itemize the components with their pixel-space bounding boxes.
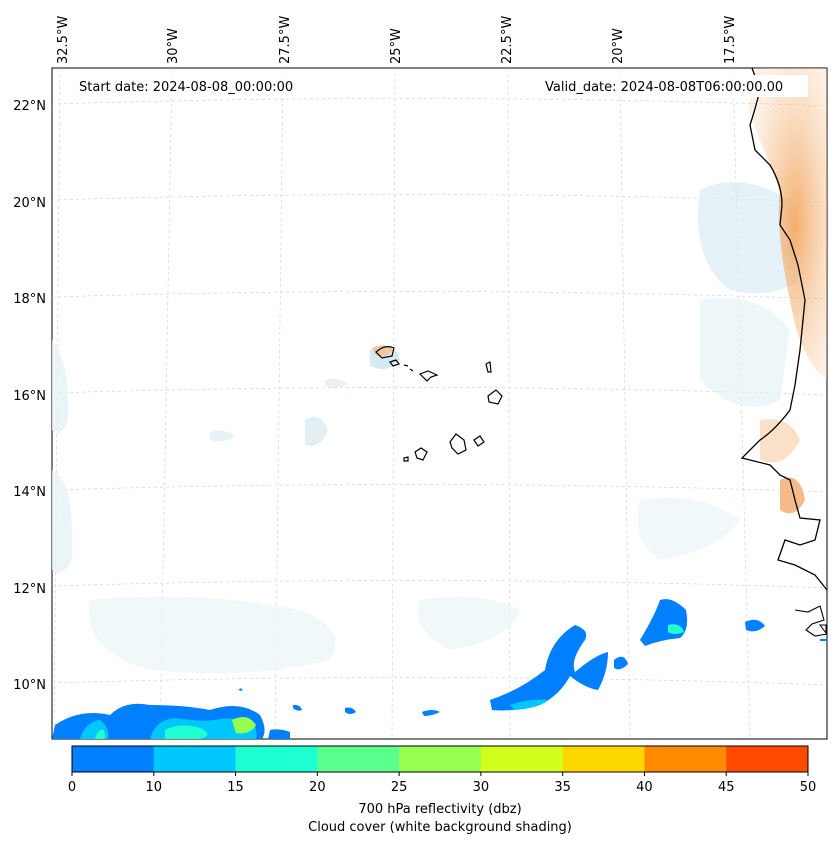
- lon-label: 22.5°W: [500, 16, 515, 64]
- africa-coastline: [740, 68, 827, 591]
- lon-label: 30°W: [166, 28, 181, 64]
- lon-label: 20°W: [611, 28, 626, 64]
- colorbar-segment: [644, 746, 727, 772]
- lat-label: 10°N: [13, 678, 46, 693]
- longitude-labels: 32.5°W 30°W 27.5°W 25°W 22.5°W 20°W 17.5…: [56, 16, 738, 64]
- lon-label: 17.5°W: [723, 16, 738, 64]
- colorbar-label-line1: 700 hPa reflectivity (dbz): [358, 802, 521, 817]
- colorbar-tick-label: 20: [309, 780, 326, 795]
- colorbar-tick-label: 50: [800, 780, 817, 795]
- colorbar-segment: [153, 746, 237, 772]
- lon-label: 32.5°W: [56, 16, 71, 64]
- colorbar-tick-label: 35: [554, 780, 571, 795]
- lon-label: 27.5°W: [278, 16, 293, 64]
- start-date-box: [74, 75, 314, 97]
- colorbar-segment: [72, 746, 155, 772]
- colorbar-tick-label: 15: [227, 780, 244, 795]
- colorbar-segment: [235, 746, 318, 772]
- dust-shading: [372, 68, 827, 514]
- colorbar-tick-label: 45: [718, 780, 735, 795]
- lon-label: 25°W: [389, 28, 404, 64]
- colorbar-segment: [562, 746, 645, 772]
- colorbar: 0 10 15 20 25 30 35 40 45 50: [68, 745, 817, 795]
- reflectivity-contours: [52, 599, 765, 739]
- lat-label: 22°N: [13, 99, 46, 114]
- colorbar-segment: [399, 746, 482, 772]
- start-date-label: Start date: 2024-08-08_00:00:00: [79, 80, 293, 95]
- valid-date-box: [540, 75, 808, 97]
- lat-label: 12°N: [13, 582, 46, 597]
- colorbar-segment: [480, 746, 564, 772]
- colorbar-tick-label: 10: [146, 780, 163, 795]
- lat-label: 20°N: [13, 196, 46, 211]
- colorbar-label-line2: Cloud cover (white background shading): [308, 820, 572, 835]
- colorbar-border: [71, 745, 809, 773]
- colorbar-tick-label: 40: [636, 780, 653, 795]
- colorbar-tick-label: 0: [68, 780, 76, 795]
- lat-label: 14°N: [13, 485, 46, 500]
- lat-label: 18°N: [13, 292, 46, 307]
- colorbar-tick-label: 25: [391, 780, 408, 795]
- lat-label: 16°N: [13, 389, 46, 404]
- cape-verde-islands: [375, 346, 503, 462]
- colorbar-segment: [317, 746, 400, 772]
- colorbar-segment: [726, 746, 809, 772]
- valid-date-label: Valid_date: 2024-08-08T06:00:00.00: [545, 80, 783, 95]
- colorbar-tick-label: 30: [473, 780, 490, 795]
- cloud-cover-shading: [52, 182, 800, 674]
- latitude-labels: 22°N 20°N 18°N 16°N 14°N 12°N 10°N: [13, 99, 46, 693]
